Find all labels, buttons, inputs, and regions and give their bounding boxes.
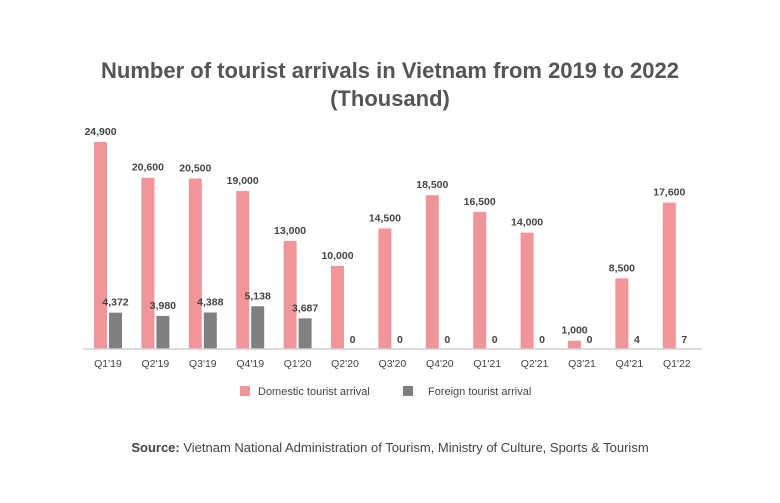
data-label-domestic: 14,500	[369, 212, 401, 224]
bar-domestic	[188, 178, 202, 349]
legend-label-foreign: Foreign tourist arrival	[428, 386, 531, 398]
chart-subtitle: (Thousand)	[330, 86, 450, 111]
bar-foreign	[251, 306, 265, 349]
data-label-foreign: 4,388	[197, 297, 223, 309]
bar-foreign	[156, 315, 170, 349]
data-label-domestic: 18,500	[416, 179, 448, 191]
data-label-domestic: 20,600	[132, 162, 164, 174]
data-label-foreign: 0	[350, 334, 356, 346]
bar-domestic	[331, 265, 344, 349]
bar-domestic	[378, 228, 392, 349]
bar-foreign	[109, 312, 122, 349]
x-tick-label: Q2'19	[142, 358, 170, 370]
data-label-foreign: 0	[587, 334, 593, 346]
bar-domestic	[520, 232, 534, 349]
legend-label-domestic: Domestic tourist arrival	[258, 386, 370, 398]
data-label-foreign: 0	[492, 334, 498, 346]
source-text: Vietnam National Administration of Touri…	[180, 440, 649, 455]
x-tick-label: Q1'19	[94, 358, 122, 370]
data-label-foreign: 0	[539, 334, 545, 346]
x-tick-label: Q1'20	[284, 358, 312, 370]
source-note: Source: Vietnam National Administration …	[131, 440, 648, 455]
legend-swatch-foreign	[403, 386, 413, 396]
x-tick-label: Q2'20	[331, 358, 359, 370]
bars: Q1'19 24,900 4,372 Q2'19 20,600 3,980 Q3'19 20,…	[84, 126, 691, 370]
bar-domestic	[236, 191, 250, 349]
bar-domestic	[615, 278, 629, 349]
x-tick-label: Q4'20	[426, 358, 454, 370]
data-label-domestic: 19,000	[227, 175, 259, 187]
data-label-domestic: 1,000	[561, 325, 587, 337]
data-label-domestic: 13,000	[274, 225, 306, 237]
source-label: Source:	[131, 440, 179, 455]
x-tick-label: Q3'21	[568, 358, 596, 370]
x-tick-label: Q4'19	[236, 358, 264, 370]
data-label-foreign: 4,372	[102, 297, 128, 309]
x-tick-label: Q3'19	[189, 358, 217, 370]
legend-swatch-domestic	[240, 386, 250, 396]
data-label-domestic: 10,000	[321, 250, 353, 262]
bar-domestic	[568, 340, 581, 349]
data-label-domestic: 8,500	[609, 262, 635, 274]
bar-domestic	[425, 195, 439, 349]
data-label-foreign: 7	[681, 334, 687, 346]
bar-foreign	[203, 312, 217, 349]
data-label-domestic: 24,900	[84, 126, 116, 138]
bar-domestic	[141, 177, 155, 349]
data-label-foreign: 4	[634, 334, 640, 346]
x-tick-label: Q1'21	[473, 358, 501, 370]
chart-title: Number of tourist arrivals in Vietnam fr…	[101, 58, 679, 83]
data-label-foreign: 3,687	[292, 302, 318, 314]
x-tick-label: Q1'22	[663, 358, 691, 370]
data-label-foreign: 3,980	[150, 300, 176, 312]
bar-domestic	[94, 142, 107, 349]
data-label-domestic: 16,500	[464, 196, 496, 208]
x-tick-label: Q3'20	[379, 358, 407, 370]
data-label-domestic: 14,000	[511, 217, 543, 229]
bar-domestic	[283, 240, 297, 349]
bar-domestic	[662, 202, 676, 349]
data-label-domestic: 20,500	[179, 163, 211, 175]
x-tick-label: Q2'21	[521, 358, 549, 370]
data-label-domestic: 17,600	[653, 187, 685, 199]
data-label-foreign: 5,138	[245, 290, 271, 302]
x-tick-label: Q4'21	[616, 358, 644, 370]
data-label-foreign: 0	[397, 334, 403, 346]
legend: Domestic tourist arrival Foreign tourist…	[240, 386, 531, 398]
data-label-foreign: 0	[444, 334, 450, 346]
bar-domestic	[473, 211, 487, 349]
bar-foreign	[298, 318, 312, 349]
